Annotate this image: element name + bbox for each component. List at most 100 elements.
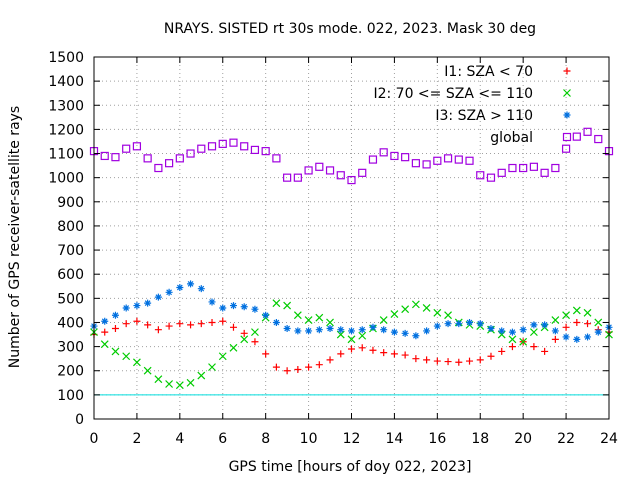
data-point xyxy=(401,329,409,337)
x-axis-label: GPS time [hours of doy 022, 2023] xyxy=(229,459,472,475)
data-point xyxy=(304,316,313,324)
legend-marker xyxy=(563,67,571,75)
data-point xyxy=(497,168,506,177)
data-point xyxy=(379,148,388,157)
data-point xyxy=(594,134,603,144)
data-point xyxy=(315,361,323,369)
data-point xyxy=(358,326,366,334)
data-point xyxy=(293,311,302,320)
data-point xyxy=(186,378,195,387)
data-point xyxy=(176,283,184,291)
data-point xyxy=(562,333,570,341)
data-point xyxy=(176,320,184,328)
data-point xyxy=(133,317,141,325)
y-axis-label: Number of GPS receiver-satellite rays xyxy=(7,106,23,368)
x-tick-label: 2 xyxy=(132,431,141,447)
data-point xyxy=(347,175,356,185)
data-point xyxy=(380,326,388,334)
data-point xyxy=(519,326,527,334)
data-point xyxy=(444,358,452,366)
legend-marker xyxy=(563,89,571,97)
data-point xyxy=(262,350,270,358)
data-point xyxy=(573,335,581,343)
data-point xyxy=(476,356,484,364)
y-tick-label: 1200 xyxy=(48,122,84,138)
data-point xyxy=(240,303,248,311)
y-tick-label: 700 xyxy=(57,243,84,259)
data-point xyxy=(401,351,409,359)
data-point xyxy=(133,302,141,310)
x-tick-label: 10 xyxy=(300,431,318,447)
data-point xyxy=(529,162,538,171)
data-point xyxy=(358,168,367,177)
data-point xyxy=(454,155,463,164)
data-point xyxy=(229,138,238,147)
data-point xyxy=(315,162,324,171)
data-point xyxy=(187,321,195,329)
data-point xyxy=(455,320,463,328)
data-point xyxy=(175,154,184,163)
data-point xyxy=(187,280,195,288)
data-point xyxy=(508,335,517,344)
data-point xyxy=(315,326,323,334)
x-tick-label: 24 xyxy=(600,431,618,447)
data-point xyxy=(272,363,280,371)
legend-label: global xyxy=(490,130,533,146)
data-point xyxy=(433,357,441,365)
data-point xyxy=(132,142,142,151)
data-point xyxy=(412,332,420,340)
x-tick-label: 16 xyxy=(428,431,446,447)
data-point xyxy=(143,154,152,163)
x-tick-label: 22 xyxy=(557,431,575,447)
data-point xyxy=(251,338,259,346)
data-point xyxy=(497,330,506,339)
data-point xyxy=(111,347,120,356)
y-tick-label: 1100 xyxy=(48,147,84,163)
data-point xyxy=(154,293,162,301)
data-point xyxy=(390,310,399,318)
data-point xyxy=(272,154,281,163)
data-point xyxy=(219,317,227,325)
data-point xyxy=(337,326,345,334)
data-point xyxy=(283,325,291,332)
y-tick-label: 1400 xyxy=(48,74,84,90)
data-point xyxy=(540,168,549,177)
data-point xyxy=(433,156,442,165)
data-point xyxy=(487,352,495,360)
data-point xyxy=(326,356,334,364)
data-point xyxy=(519,163,528,173)
data-point xyxy=(336,171,345,180)
data-point xyxy=(208,318,216,326)
data-point xyxy=(122,320,130,328)
y-tick-label: 300 xyxy=(57,340,84,356)
data-point xyxy=(551,163,560,173)
data-point xyxy=(197,285,205,293)
data-point xyxy=(197,320,205,328)
data-point xyxy=(240,335,249,344)
data-point xyxy=(229,323,237,331)
data-point xyxy=(143,366,152,375)
y-tick-label: 900 xyxy=(57,195,84,211)
y-tick-label: 1000 xyxy=(48,171,84,187)
x-tick-label: 12 xyxy=(343,431,361,447)
data-point xyxy=(498,347,506,355)
data-point xyxy=(111,325,119,332)
data-point xyxy=(197,144,206,153)
data-point xyxy=(476,171,485,180)
data-point xyxy=(240,142,249,151)
series-3 xyxy=(90,280,613,343)
data-point xyxy=(486,173,496,182)
data-point xyxy=(594,318,603,327)
data-point xyxy=(530,343,538,351)
data-point xyxy=(423,327,431,335)
data-point xyxy=(519,337,528,346)
series-4 xyxy=(89,127,614,185)
data-point xyxy=(294,366,302,374)
data-point xyxy=(412,355,420,363)
data-point xyxy=(305,327,313,335)
data-point xyxy=(101,328,109,336)
data-point xyxy=(379,316,388,324)
data-point xyxy=(144,299,152,307)
data-point xyxy=(154,163,163,173)
data-point xyxy=(208,363,216,372)
